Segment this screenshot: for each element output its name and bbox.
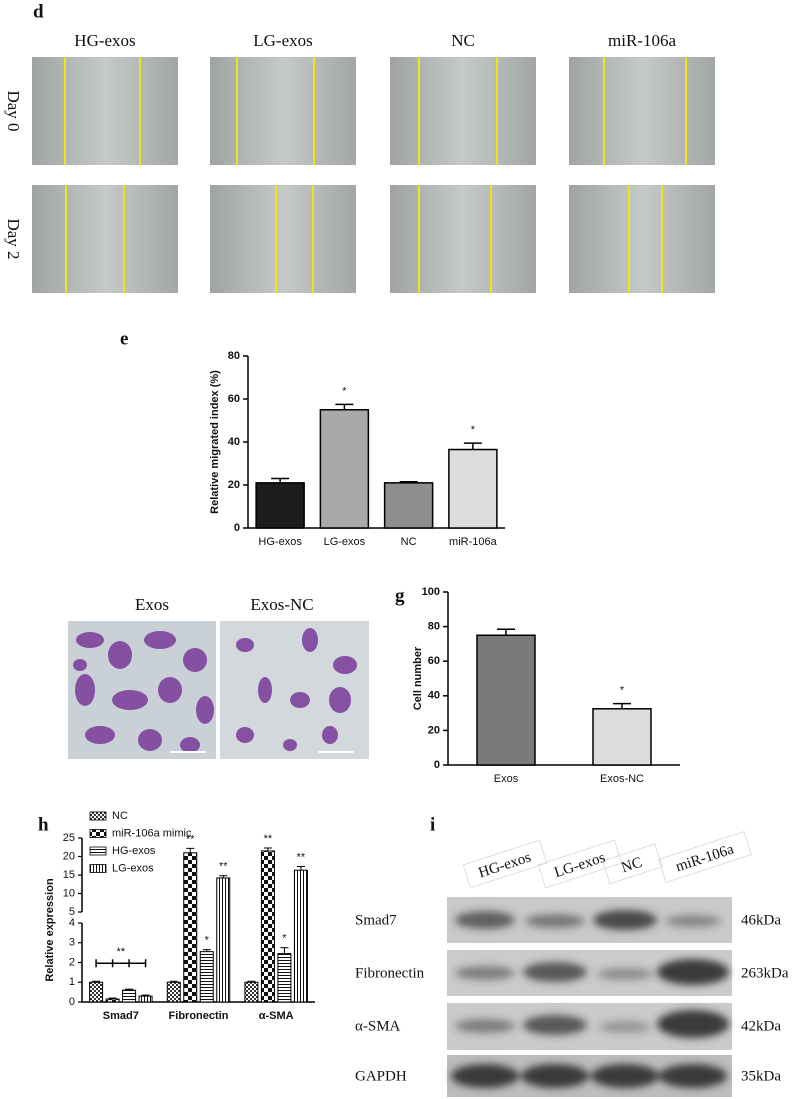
y-tick-label: 80 bbox=[228, 350, 240, 362]
y-tick-label: 60 bbox=[428, 655, 440, 667]
bar bbox=[255, 482, 305, 529]
lane-label: NC bbox=[619, 855, 644, 877]
row-label: GAPDH bbox=[355, 1068, 407, 1084]
significance: ** bbox=[186, 833, 195, 845]
y-axis-label: Cell number bbox=[412, 646, 424, 710]
significance: ** bbox=[297, 851, 306, 863]
bar bbox=[244, 981, 259, 1003]
significance: * bbox=[342, 385, 347, 397]
legend-swatch bbox=[89, 829, 107, 838]
x-tick-label: HG-exos bbox=[258, 536, 302, 548]
y-tick-label: 100 bbox=[422, 586, 440, 598]
y-tick-label: 25 bbox=[63, 832, 75, 844]
bar bbox=[183, 852, 198, 1003]
x-tick-label: NC bbox=[401, 536, 417, 548]
bar bbox=[89, 981, 104, 1003]
bar bbox=[105, 998, 120, 1003]
size-label: 263kDa bbox=[741, 965, 789, 981]
size-label: 35kDa bbox=[741, 1068, 781, 1084]
column-label: miR-106a bbox=[608, 31, 676, 50]
row-label: α-SMA bbox=[355, 1018, 401, 1034]
legend-swatch bbox=[89, 846, 107, 856]
row-label: Fibronectin bbox=[355, 965, 425, 981]
legend-label: LG-exos bbox=[112, 862, 154, 874]
x-tick-label: Smad7 bbox=[103, 1010, 139, 1022]
significance: * bbox=[471, 424, 476, 436]
lane-label-boxes bbox=[462, 831, 753, 889]
bar bbox=[138, 995, 153, 1003]
y-tick-label: 1 bbox=[69, 976, 75, 988]
bar bbox=[166, 981, 181, 1003]
significance: ** bbox=[117, 946, 126, 958]
significance: * bbox=[282, 933, 287, 945]
column-label: NC bbox=[451, 31, 475, 50]
y-tick-label: 60 bbox=[228, 393, 240, 405]
y-tick-label: 40 bbox=[428, 690, 440, 702]
column-label: Exos-NC bbox=[250, 595, 313, 614]
scratch-images bbox=[32, 57, 715, 293]
bar bbox=[122, 989, 137, 1003]
bar bbox=[277, 953, 292, 1003]
y-tick-label: 20 bbox=[63, 850, 75, 862]
panel-letter: e bbox=[120, 328, 128, 349]
panel-letter: g bbox=[395, 585, 405, 606]
y-tick-label: 20 bbox=[428, 724, 440, 736]
size-label: 42kDa bbox=[741, 1018, 781, 1034]
transwell-images bbox=[68, 621, 369, 759]
bar bbox=[592, 708, 652, 766]
y-tick-label: 0 bbox=[234, 522, 240, 534]
x-tick-label: LG-exos bbox=[324, 536, 366, 548]
y-tick-label: 15 bbox=[63, 869, 75, 881]
legend-label: miR-106a mimic bbox=[112, 827, 192, 839]
legend-label: NC bbox=[112, 810, 128, 822]
blot-strips bbox=[447, 897, 732, 1097]
x-tick-label: α-SMA bbox=[259, 1010, 294, 1022]
significance: ** bbox=[219, 861, 228, 873]
bar bbox=[319, 409, 370, 529]
y-axis-label: Relative expression bbox=[44, 878, 56, 982]
x-tick-label: Exos-NC bbox=[600, 773, 644, 785]
row-label: Day 2 bbox=[4, 218, 23, 259]
size-label: 46kDa bbox=[741, 912, 781, 928]
y-tick-label: 0 bbox=[434, 759, 440, 771]
x-tick-label: Fibronectin bbox=[169, 1010, 229, 1022]
y-tick-label: 40 bbox=[228, 436, 240, 448]
y-tick-label: 5 bbox=[69, 906, 75, 918]
panel-letter: h bbox=[38, 814, 49, 835]
significance: * bbox=[620, 684, 625, 696]
bar bbox=[216, 877, 231, 1003]
y-tick-label: 0 bbox=[69, 996, 75, 1008]
column-label: LG-exos bbox=[253, 31, 312, 50]
significance: * bbox=[205, 935, 210, 947]
bar bbox=[448, 448, 498, 529]
legend-label: HG-exos bbox=[112, 845, 156, 857]
y-tick-label: 3 bbox=[69, 937, 75, 949]
y-tick-label: 4 bbox=[69, 917, 75, 929]
bar bbox=[293, 869, 308, 1003]
bar bbox=[260, 850, 275, 1003]
x-tick-label: miR-106a bbox=[449, 536, 498, 548]
x-tick-label: Exos bbox=[494, 773, 519, 785]
y-tick-label: 10 bbox=[63, 887, 75, 899]
column-label: HG-exos bbox=[74, 31, 135, 50]
column-label: Exos bbox=[135, 595, 169, 614]
legend-swatch bbox=[89, 864, 107, 873]
lane-label: miR-106a bbox=[674, 841, 736, 875]
bar bbox=[476, 634, 536, 766]
panel-letter: i bbox=[430, 814, 435, 835]
y-axis-label: Relative migrated index (%) bbox=[209, 370, 221, 514]
y-tick-label: 2 bbox=[69, 956, 75, 968]
panel-letter: d bbox=[33, 1, 44, 22]
row-label: Smad7 bbox=[355, 912, 397, 928]
bar bbox=[383, 482, 434, 529]
significance: ** bbox=[264, 833, 273, 845]
bar bbox=[199, 951, 214, 1003]
row-label: Day 0 bbox=[4, 90, 23, 131]
y-tick-label: 80 bbox=[428, 621, 440, 633]
y-tick-label: 20 bbox=[228, 479, 240, 491]
legend-swatch bbox=[89, 811, 107, 821]
